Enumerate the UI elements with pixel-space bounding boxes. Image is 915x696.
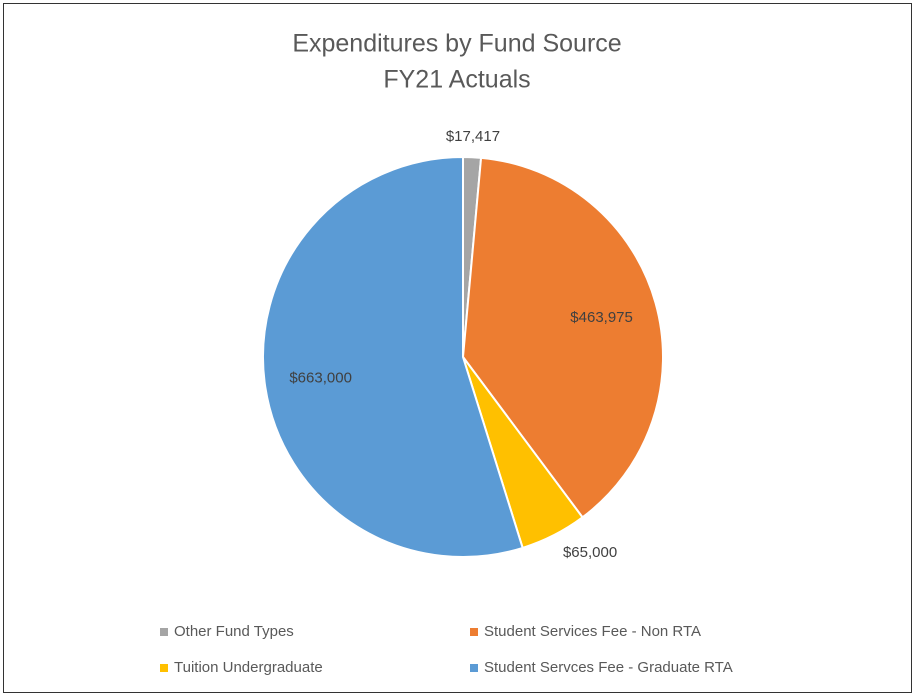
data-label: $663,000 (289, 370, 352, 387)
legend-label: Tuition Undergraduate (174, 659, 323, 676)
legend-swatch (470, 628, 478, 636)
legend-label: Other Fund Types (174, 623, 294, 640)
legend-swatch (470, 664, 478, 672)
data-label: $17,417 (446, 128, 500, 145)
legend-swatch (160, 664, 168, 672)
pie-slice (262, 155, 524, 558)
chart-title: Expenditures by Fund Source (292, 30, 621, 58)
pie-slice (461, 156, 664, 519)
legend-swatch (160, 628, 168, 636)
data-label: $463,975 (570, 309, 633, 326)
legend-label: Student Services Fee - Non RTA (484, 623, 701, 640)
data-label: $65,000 (563, 544, 617, 561)
legend-label: Student Servces Fee - Graduate RTA (484, 659, 733, 676)
chart-subtitle: FY21 Actuals (383, 66, 530, 94)
